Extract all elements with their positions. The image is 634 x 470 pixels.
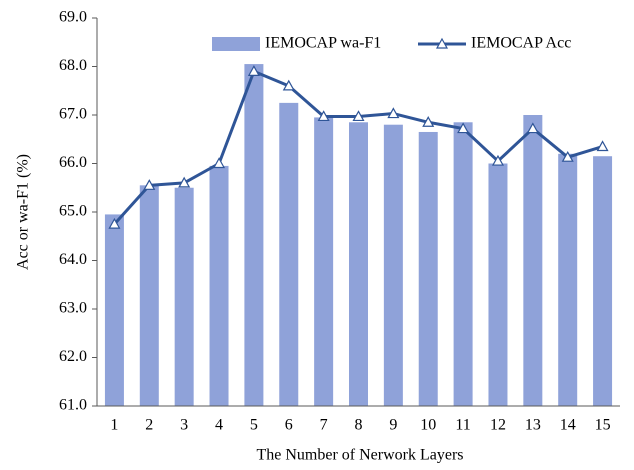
x-tick-label: 14 — [560, 417, 576, 434]
y-axis-label: Acc or wa-F1 (%) — [15, 154, 32, 270]
y-tick-label: 62.0 — [59, 348, 87, 365]
bar — [349, 122, 368, 407]
marker — [178, 176, 191, 188]
bar — [244, 64, 264, 406]
x-tick-label: 1 — [110, 417, 118, 434]
bar — [383, 124, 403, 406]
x-tick-label: 7 — [320, 417, 328, 434]
y-tick-label: 64.0 — [59, 251, 87, 268]
y-tick-label: 61.0 — [59, 397, 87, 414]
bar — [104, 214, 124, 406]
x-tick-label: 6 — [285, 417, 293, 434]
x-tick-label: 10 — [420, 417, 436, 434]
x-tick-label: 15 — [595, 417, 611, 434]
marker — [143, 179, 156, 190]
marker — [352, 110, 365, 122]
bar — [209, 165, 229, 406]
bar — [279, 102, 299, 406]
y-tick-label: 63.0 — [59, 300, 87, 317]
bar — [174, 187, 194, 406]
x-tick-label: 2 — [145, 417, 153, 434]
bar — [488, 163, 508, 406]
marker — [282, 79, 295, 91]
marker — [561, 150, 574, 162]
marker — [526, 122, 539, 134]
bar — [558, 153, 578, 406]
bar — [418, 131, 438, 406]
bar — [523, 115, 543, 406]
x-axis-label: The Number of Nerwork Layers — [256, 447, 463, 464]
x-tick-label: 4 — [215, 417, 223, 434]
x-tick-label: 3 — [180, 417, 188, 434]
marker — [247, 65, 260, 76]
x-tick-label: 9 — [389, 417, 397, 434]
legend-marker — [435, 37, 449, 49]
y-tick-label: 66.0 — [59, 154, 87, 171]
marker — [387, 107, 400, 119]
y-tick-label: 69.0 — [59, 9, 87, 26]
bar — [593, 156, 613, 406]
marker — [422, 116, 435, 127]
x-tick-label: 13 — [525, 417, 541, 434]
marker — [596, 140, 609, 152]
x-tick-label: 11 — [455, 417, 470, 434]
marker — [491, 154, 504, 166]
bar — [453, 122, 473, 407]
bar — [314, 117, 334, 407]
bar — [139, 185, 159, 406]
legend-swatch — [212, 37, 260, 51]
y-tick-label: 67.0 — [59, 106, 87, 123]
x-tick-label: 12 — [490, 417, 506, 434]
marker — [108, 217, 121, 229]
marker — [457, 122, 470, 134]
legend-label: IEMOCAP Acc — [471, 35, 571, 52]
legend-label: IEMOCAP wa-F1 — [265, 35, 381, 52]
x-tick-label: 8 — [355, 417, 363, 434]
y-tick-label: 65.0 — [59, 203, 87, 220]
x-tick-label: 5 — [250, 417, 258, 434]
y-tick-label: 68.0 — [59, 57, 87, 74]
marker — [317, 110, 330, 122]
marker — [213, 157, 226, 169]
